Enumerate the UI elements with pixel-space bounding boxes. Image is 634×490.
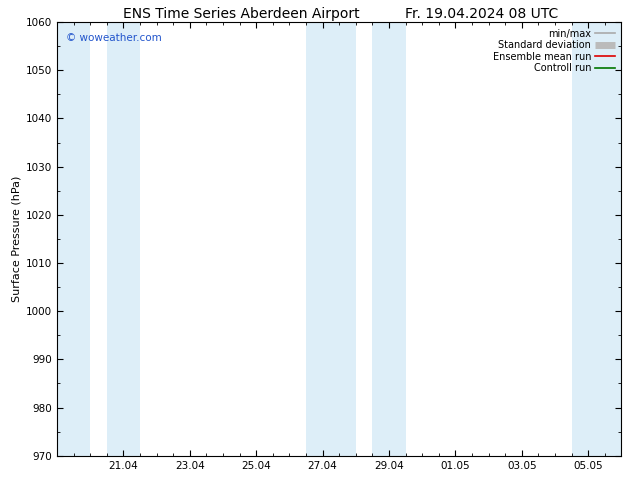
Bar bbox=[57, 22, 90, 456]
Bar bbox=[107, 22, 140, 456]
Bar bbox=[571, 22, 621, 456]
Y-axis label: Surface Pressure (hPa): Surface Pressure (hPa) bbox=[12, 176, 22, 302]
Legend: min/max, Standard deviation, Ensemble mean run, Controll run: min/max, Standard deviation, Ensemble me… bbox=[491, 27, 616, 75]
Text: Fr. 19.04.2024 08 UTC: Fr. 19.04.2024 08 UTC bbox=[405, 7, 559, 22]
Bar bbox=[306, 22, 356, 456]
Text: ENS Time Series Aberdeen Airport: ENS Time Series Aberdeen Airport bbox=[122, 7, 359, 22]
Text: © woweather.com: © woweather.com bbox=[65, 33, 161, 43]
Bar bbox=[372, 22, 406, 456]
